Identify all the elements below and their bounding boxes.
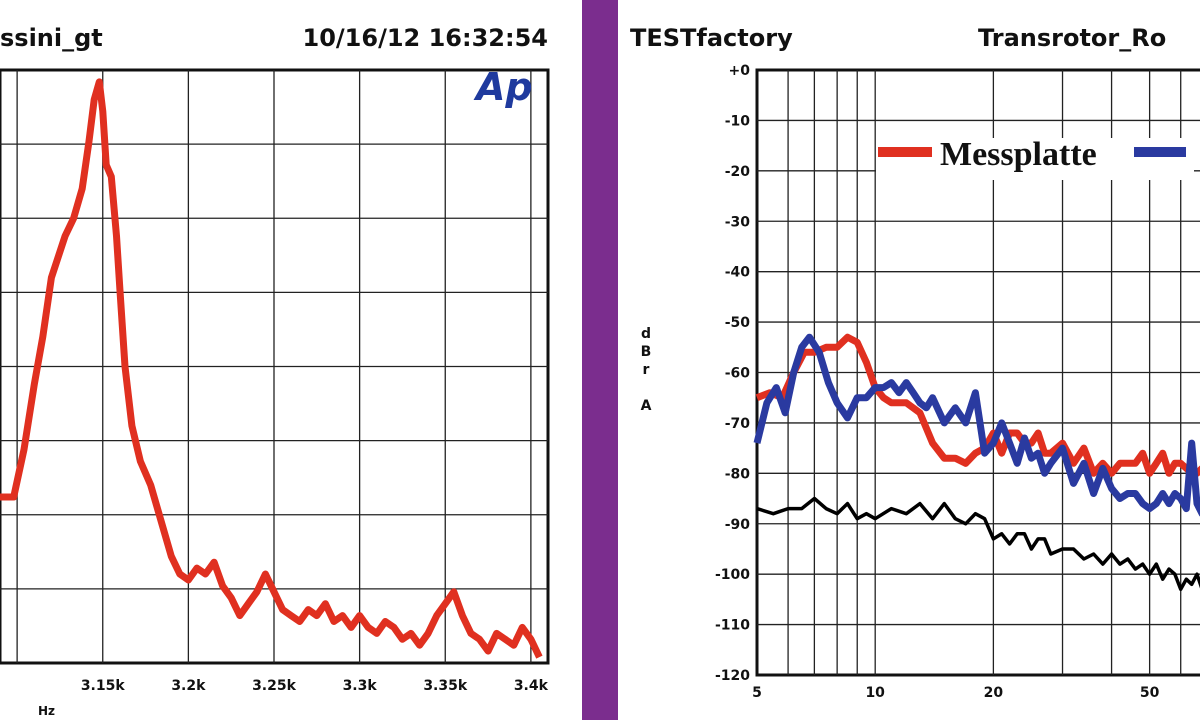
right-y-label-char: A: [641, 398, 652, 414]
right-y-tick-label: -20: [725, 164, 751, 180]
left-x-tick-label: 3.4k: [514, 678, 549, 694]
right-y-label-char: r: [643, 362, 650, 378]
right-chart-panel: TESTfactory Transrotor_Ro +0 -10 -20 -30 -40…: [618, 0, 1200, 720]
left-series-line: [0, 78, 543, 659]
right-y-label-char: B: [641, 344, 652, 360]
right-y-tick-label: -100: [715, 567, 750, 583]
right-x-tick-label: 20: [984, 685, 1004, 701]
legend-label-messplatte: Messplatte: [940, 136, 1097, 173]
right-series-line: [756, 496, 1200, 592]
right-y-label-char: d: [641, 326, 651, 342]
left-chart-panel: ssini_gt 10/16/12 16:32:54 3.15k 3.2k 3.25…: [0, 0, 582, 720]
right-y-tick-label: -110: [715, 618, 750, 634]
left-x-axis-label: Hz: [38, 704, 55, 718]
left-x-tick-label: 3.35k: [423, 678, 468, 694]
right-y-tick-label: -70: [725, 416, 751, 432]
right-y-tick-label: +0: [729, 63, 751, 79]
right-y-tick-label: -60: [725, 366, 751, 382]
right-y-tick-label: -40: [725, 265, 751, 281]
right-y-tick-label: -80: [725, 466, 751, 482]
left-x-tick-label: 3.2k: [171, 678, 206, 694]
right-y-tick-label: -50: [725, 315, 751, 331]
left-x-ticks: 3.15k 3.2k 3.25k 3.3k 3.35k 3.4k: [81, 678, 549, 694]
right-y-ticks: +0 -10 -20 -30 -40 -50 -60 -70 -80 -90 -100 -110 -12…: [715, 63, 750, 684]
right-y-tick-label: -10: [725, 113, 751, 129]
right-x-tick-label: 10: [865, 685, 885, 701]
right-x-ticks: 5 10 20 50: [752, 685, 1160, 701]
right-y-tick-label: -120: [715, 668, 750, 684]
right-header-left: TESTfactory: [630, 24, 793, 52]
ap-logo: Ap: [473, 65, 533, 109]
right-x-tick-label: 50: [1140, 685, 1160, 701]
right-header-right: Transrotor_Ro: [978, 24, 1166, 52]
left-x-tick-label: 3.15k: [81, 678, 126, 694]
right-y-axis-label: dBr A: [641, 326, 652, 414]
right-series-line: [753, 333, 1200, 517]
right-x-tick-label: 5: [752, 685, 762, 701]
left-grid: [0, 70, 548, 663]
left-header-left: ssini_gt: [0, 24, 103, 52]
right-series: [753, 333, 1200, 592]
right-legend: Messplatte: [876, 136, 1194, 180]
left-series: [0, 78, 543, 659]
legend-background: [876, 138, 1194, 180]
copyright-notice: © MPS, Archiv: [12, 691, 127, 710]
left-header-right: 10/16/12 16:32:54: [303, 24, 548, 52]
ap-logo-text: Ap: [473, 65, 533, 109]
right-y-tick-label: -30: [725, 214, 751, 230]
left-x-tick-label: 3.25k: [252, 678, 297, 694]
right-y-tick-label: -90: [725, 517, 751, 533]
left-x-tick-label: 3.3k: [343, 678, 378, 694]
